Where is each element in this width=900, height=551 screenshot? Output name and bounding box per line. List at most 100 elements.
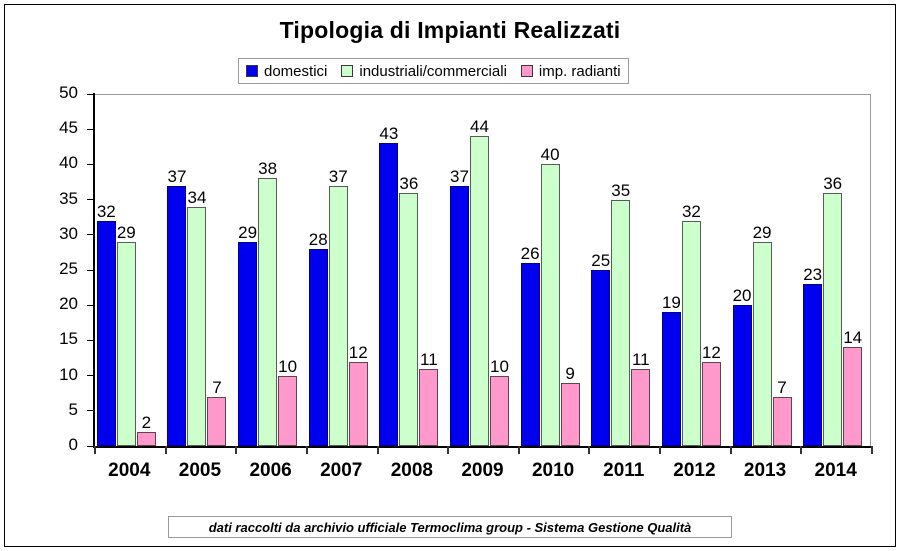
bar[interactable]: 35	[611, 181, 631, 446]
y-axis-tick	[87, 234, 94, 236]
bar[interactable]: 12	[701, 343, 721, 446]
y-axis-tick	[87, 410, 94, 412]
bar-value-label: 26	[520, 243, 540, 263]
x-axis-tick	[235, 446, 238, 454]
bar-value-label: 19	[661, 293, 681, 313]
bar[interactable]: 37	[167, 167, 187, 446]
bar-group: 26 40 9	[520, 94, 580, 446]
x-axis-tick-label: 2008	[390, 460, 433, 481]
bar[interactable]: 25	[591, 251, 611, 446]
bar[interactable]: 14	[843, 328, 863, 446]
plot-area: 0 5 10 15 20 25 30 35 40 45 50 32 29 2 37 34 7 29 38 10 28 37…	[59, 83, 873, 454]
x-axis-line	[93, 446, 872, 448]
x-axis-tick-label: 2005	[178, 460, 222, 481]
bar-group: 37 44 10	[450, 94, 509, 446]
bar[interactable]: 7	[772, 378, 792, 446]
bar[interactable]: 9	[560, 364, 580, 446]
bar-value-label: 37	[450, 166, 469, 186]
bar[interactable]: 32	[96, 202, 116, 446]
bar[interactable]: 11	[419, 350, 439, 446]
bar[interactable]: 32	[681, 202, 701, 446]
y-axis-tick-label-anchor: 50	[59, 83, 88, 102]
bar-value-label: 43	[379, 124, 399, 144]
bar[interactable]: 11	[631, 350, 651, 446]
bar-value-label: 36	[399, 173, 419, 193]
bar[interactable]: 36	[399, 174, 419, 446]
y-axis-tick	[87, 128, 94, 130]
y-axis-tick-label: 5	[68, 399, 78, 419]
y-axis-tick-label: 30	[59, 223, 78, 243]
x-axis-tick-label: 2014	[814, 460, 857, 481]
bar[interactable]: 12	[348, 343, 368, 446]
bar[interactable]: 29	[116, 223, 136, 446]
bar[interactable]: 38	[258, 159, 278, 446]
bar[interactable]: 29	[752, 223, 772, 446]
bar-value-label: 11	[420, 349, 438, 369]
bar[interactable]: 37	[450, 167, 469, 446]
bar-value-label: 29	[116, 222, 136, 242]
bar[interactable]: 43	[379, 124, 399, 446]
y-axis-tick-label-anchor: 20	[59, 294, 88, 313]
bar-value-label: 10	[490, 356, 509, 376]
y-axis-tick-label-anchor: 35	[59, 189, 88, 208]
bar-group: 23 36 14	[803, 94, 863, 446]
y-axis-tick	[87, 339, 94, 341]
bar-value-label: 7	[777, 377, 787, 397]
y-axis-tick-label: 0	[68, 435, 78, 454]
y-axis-tick-label: 40	[59, 153, 78, 173]
y-axis-tick-label: 35	[59, 188, 78, 208]
footer-note: dati raccolti da archivio ufficiale Term…	[168, 516, 732, 538]
bar[interactable]: 2	[136, 413, 156, 446]
y-axis-tick-label-anchor: 40	[59, 153, 88, 172]
y-axis-tick	[87, 163, 94, 165]
bar[interactable]: 26	[520, 244, 540, 446]
bar-value-label: 38	[258, 159, 278, 179]
bar-value-label: 11	[631, 349, 650, 369]
bar-value-label: 32	[96, 201, 116, 221]
bar[interactable]: 40	[540, 145, 560, 446]
bar[interactable]: 19	[661, 293, 681, 446]
x-axis-tick-label: 2006	[249, 460, 292, 481]
legend-item-label: industriali/commerciali	[359, 62, 507, 80]
bar-value-label: 44	[470, 117, 489, 137]
bar-value-label: 40	[540, 145, 560, 165]
bar[interactable]: 10	[490, 357, 509, 446]
x-axis-tick	[376, 446, 379, 454]
x-axis-tick	[588, 446, 591, 454]
x-axis-tick	[871, 446, 873, 454]
bar[interactable]: 37	[328, 167, 348, 446]
bar-value-label: 10	[278, 356, 298, 376]
x-axis-tick	[447, 446, 450, 454]
bar-value-label: 2	[141, 412, 152, 432]
x-axis-tick	[659, 446, 662, 454]
bar-value-label: 28	[308, 229, 328, 249]
y-axis-tick-label-anchor: 30	[59, 224, 88, 243]
bar[interactable]: 7	[207, 378, 227, 446]
bar[interactable]: 29	[238, 223, 258, 446]
legend-item-1[interactable]: industriali/commerciali	[341, 63, 507, 80]
bar[interactable]: 44	[470, 117, 489, 446]
bar-value-label: 29	[752, 222, 772, 242]
bar[interactable]: 28	[308, 230, 328, 446]
bar[interactable]: 20	[732, 286, 752, 446]
bar-value-label: 25	[591, 251, 611, 270]
x-axis-tick	[800, 446, 803, 454]
bar-value-label: 34	[187, 187, 207, 207]
y-axis-tick-label: 15	[59, 329, 78, 349]
bar[interactable]: 10	[278, 357, 298, 446]
x-axis-tick	[729, 446, 732, 454]
bar-value-label: 20	[732, 286, 752, 306]
y-axis-tick-label: 50	[59, 83, 78, 102]
y-axis-tick-label: 10	[59, 364, 78, 384]
bar[interactable]: 23	[803, 265, 823, 446]
legend-swatch-icon	[341, 65, 354, 77]
legend-item-0[interactable]: domestici	[246, 63, 327, 80]
bar-value-label: 12	[348, 342, 368, 362]
legend-item-2[interactable]: imp. radianti	[520, 63, 621, 80]
bar-group: 25 35 11	[591, 94, 651, 446]
bar[interactable]: 36	[823, 174, 843, 446]
bar-group: 43 36 11	[379, 94, 439, 446]
bar[interactable]: 34	[187, 188, 207, 446]
y-axis-tick	[87, 93, 94, 95]
